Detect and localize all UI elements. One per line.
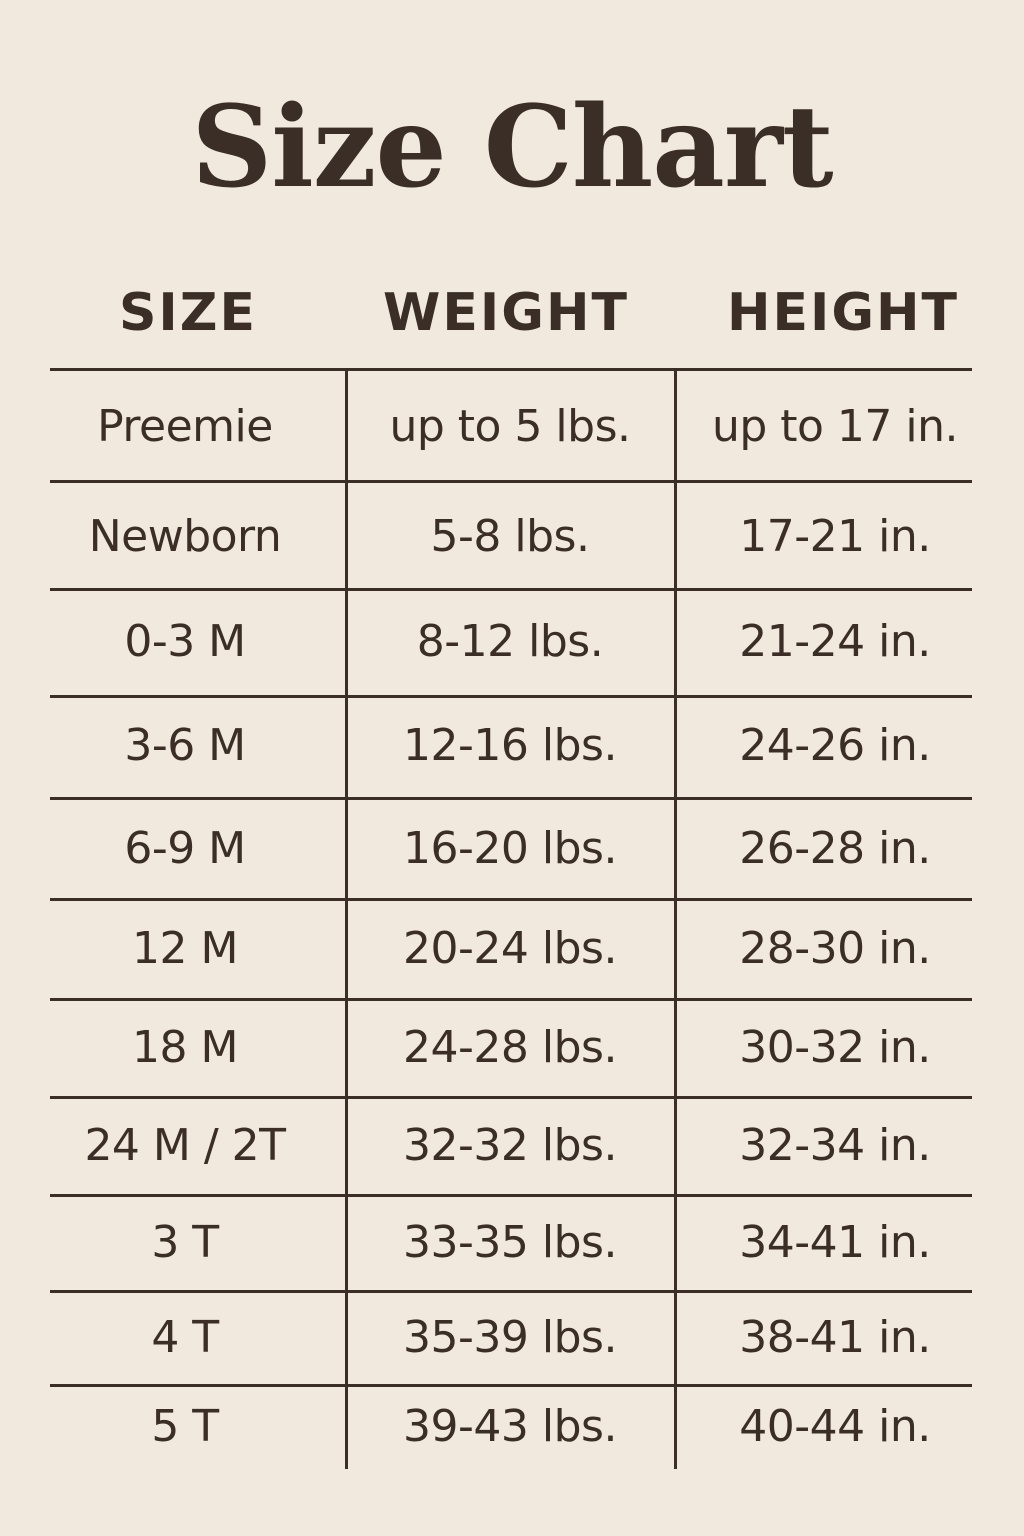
cell-height: up to 17 in.: [711, 401, 959, 452]
cell-weight: 32-32 lbs.: [403, 1120, 617, 1171]
cell-weight: 33-35 lbs.: [403, 1217, 617, 1268]
header-size: SIZE: [118, 283, 258, 343]
cell-height: 32-34 in.: [739, 1120, 931, 1171]
cell-weight: 20-24 lbs.: [403, 923, 617, 974]
cell-height: 17-21 in.: [739, 511, 931, 562]
cell-size: 3 T: [151, 1217, 219, 1268]
cell-weight: 16-20 lbs.: [403, 823, 617, 874]
column-divider: [674, 369, 677, 1469]
cell-size: Newborn: [88, 511, 282, 562]
cell-size: 0-3 M: [124, 616, 246, 667]
row-divider: [50, 588, 972, 591]
row-divider: [50, 1194, 972, 1197]
cell-height: 40-44 in.: [739, 1401, 931, 1452]
cell-size: 18 M: [132, 1022, 238, 1073]
cell-height: 38-41 in.: [739, 1312, 931, 1363]
header-weight: WEIGHT: [383, 283, 629, 343]
row-divider: [50, 1096, 972, 1099]
cell-size: 5 T: [151, 1401, 219, 1452]
row-divider: [50, 898, 972, 901]
row-divider: [50, 695, 972, 698]
cell-height: 34-41 in.: [739, 1217, 931, 1268]
cell-size: 24 M / 2T: [84, 1120, 286, 1171]
cell-size: 4 T: [151, 1312, 219, 1363]
page-title: Size Chart: [191, 82, 833, 213]
row-divider: [50, 1290, 972, 1293]
cell-weight: 35-39 lbs.: [403, 1312, 617, 1363]
cell-height: 28-30 in.: [739, 923, 931, 974]
cell-weight: 8-12 lbs.: [416, 616, 604, 667]
cell-weight: 39-43 lbs.: [403, 1401, 617, 1452]
column-divider: [345, 369, 348, 1469]
row-divider: [50, 480, 972, 483]
row-divider: [50, 368, 972, 371]
row-divider: [50, 797, 972, 800]
header-height: HEIGHT: [726, 283, 960, 343]
cell-size: 3-6 M: [124, 720, 246, 771]
row-divider: [50, 1384, 972, 1387]
cell-size: 12 M: [132, 923, 238, 974]
cell-height: 30-32 in.: [739, 1022, 931, 1073]
cell-weight: 12-16 lbs.: [403, 720, 617, 771]
cell-weight: up to 5 lbs.: [389, 401, 631, 452]
cell-size: Preemie: [97, 401, 273, 452]
cell-height: 26-28 in.: [739, 823, 931, 874]
cell-height: 24-26 in.: [739, 720, 931, 771]
cell-weight: 5-8 lbs.: [430, 511, 590, 562]
cell-weight: 24-28 lbs.: [403, 1022, 617, 1073]
cell-height: 21-24 in.: [739, 616, 931, 667]
cell-size: 6-9 M: [124, 823, 246, 874]
row-divider: [50, 998, 972, 1001]
